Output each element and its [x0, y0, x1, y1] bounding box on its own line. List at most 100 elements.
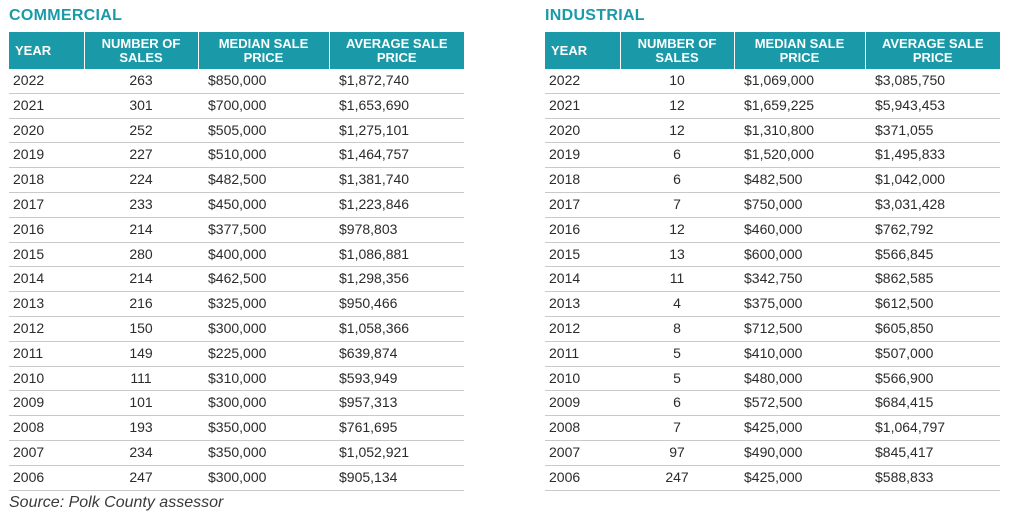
table-row: 2015 280 $400,000 $1,086,881: [9, 242, 464, 268]
year-cell: 2008: [9, 415, 84, 441]
median-sale-price-cell: $425,000: [734, 415, 865, 441]
year-cell: 2020: [545, 118, 620, 144]
median-sale-price-cell: $750,000: [734, 192, 865, 218]
average-sale-price-cell: $566,900: [865, 366, 1000, 392]
industrial-section: INDUSTRIAL YEAR NUMBER OF SALES MEDIAN S…: [545, 6, 1000, 491]
year-cell: 2022: [545, 69, 620, 94]
median-sale-price-cell: $325,000: [198, 291, 329, 317]
table-row: 2017 7 $750,000 $3,031,428: [545, 192, 1000, 218]
median-sale-price-cell: $850,000: [198, 69, 329, 94]
number-of-sales-cell: 6: [620, 167, 734, 193]
number-of-sales-cell: 6: [620, 390, 734, 417]
table-row: 2019 6 $1,520,000 $1,495,833: [545, 142, 1000, 169]
table-row: 2012 8 $712,500 $605,850: [545, 316, 1000, 342]
table-row: 2016 12 $460,000 $762,792: [545, 217, 1000, 243]
year-cell: 2013: [545, 291, 620, 317]
number-of-sales-cell: 247: [620, 465, 734, 491]
year-cell: 2006: [545, 465, 620, 491]
industrial-title: INDUSTRIAL: [545, 7, 645, 24]
year-cell: 2008: [545, 415, 620, 441]
table-row: 2011 149 $225,000 $639,874: [9, 341, 464, 367]
average-sale-price-cell: $1,653,690: [329, 93, 464, 119]
year-cell: 2014: [545, 266, 620, 293]
year-cell: 2017: [545, 192, 620, 218]
median-sale-price-cell: $490,000: [734, 440, 865, 466]
average-sale-price-cell: $761,695: [329, 415, 464, 441]
table-row: 2012 150 $300,000 $1,058,366: [9, 316, 464, 342]
average-sale-price-cell: $1,052,921: [329, 440, 464, 466]
average-sale-price-cell: $1,298,356: [329, 266, 464, 293]
number-of-sales-cell: 4: [620, 291, 734, 317]
year-cell: 2019: [545, 142, 620, 169]
median-sale-price-cell: $482,500: [734, 167, 865, 193]
year-cell: 2015: [9, 242, 84, 268]
number-of-sales-cell: 10: [620, 69, 734, 94]
average-sale-price-cell: $950,466: [329, 291, 464, 317]
table-row: 2022 263 $850,000 $1,872,740: [9, 69, 464, 94]
table-row: 2021 301 $700,000 $1,653,690: [9, 93, 464, 119]
table-row: 2007 97 $490,000 $845,417: [545, 440, 1000, 466]
average-sale-price-cell: $1,223,846: [329, 192, 464, 218]
average-sale-price-cell: $588,833: [865, 465, 1000, 491]
year-cell: 2017: [9, 192, 84, 218]
median-sale-price-cell: $300,000: [198, 316, 329, 342]
average-sale-price-cell: $639,874: [329, 341, 464, 367]
median-sale-price-cell: $425,000: [734, 465, 865, 491]
average-sale-price-cell: $1,042,000: [865, 167, 1000, 193]
average-sale-price-cell: $1,872,740: [329, 69, 464, 94]
average-sale-price-cell: $5,943,453: [865, 93, 1000, 119]
year-cell: 2007: [9, 440, 84, 466]
number-of-sales-cell: 252: [84, 118, 198, 144]
year-cell: 2010: [9, 366, 84, 392]
year-cell: 2006: [9, 465, 84, 491]
table-row: 2021 12 $1,659,225 $5,943,453: [545, 93, 1000, 119]
year-cell: 2012: [545, 316, 620, 342]
average-sale-price-cell: $957,313: [329, 390, 464, 417]
table-row: 2020 12 $1,310,800 $371,055: [545, 118, 1000, 144]
average-sale-price-cell: $371,055: [865, 118, 1000, 144]
number-of-sales-cell: 97: [620, 440, 734, 466]
average-sale-price-cell: $1,058,366: [329, 316, 464, 342]
average-sale-price-cell: $978,803: [329, 217, 464, 243]
median-sale-price-cell: $400,000: [198, 242, 329, 268]
median-sale-price-cell: $377,500: [198, 217, 329, 243]
header-average-sale-price: AVERAGE SALE PRICE: [328, 32, 464, 69]
header-number-of-sales: NUMBER OF SALES: [619, 32, 734, 69]
year-cell: 2019: [9, 142, 84, 169]
number-of-sales-cell: 224: [84, 167, 198, 193]
year-cell: 2013: [9, 291, 84, 317]
number-of-sales-cell: 7: [620, 415, 734, 441]
median-sale-price-cell: $460,000: [734, 217, 865, 243]
average-sale-price-cell: $684,415: [865, 390, 1000, 417]
table-row: 2018 6 $482,500 $1,042,000: [545, 167, 1000, 193]
number-of-sales-cell: 101: [84, 390, 198, 417]
median-sale-price-cell: $1,520,000: [734, 142, 865, 169]
year-cell: 2018: [545, 167, 620, 193]
table-row: 2006 247 $425,000 $588,833: [545, 465, 1000, 491]
average-sale-price-cell: $605,850: [865, 316, 1000, 342]
table-row: 2015 13 $600,000 $566,845: [545, 242, 1000, 268]
year-cell: 2021: [545, 93, 620, 119]
number-of-sales-cell: 12: [620, 93, 734, 119]
median-sale-price-cell: $600,000: [734, 242, 865, 268]
average-sale-price-cell: $3,031,428: [865, 192, 1000, 218]
table-row: 2017 233 $450,000 $1,223,846: [9, 192, 464, 218]
number-of-sales-cell: 8: [620, 316, 734, 342]
average-sale-price-cell: $566,845: [865, 242, 1000, 268]
commercial-table-body: 2022 263 $850,000 $1,872,740 2021 301 $700,000…: [9, 69, 464, 491]
year-cell: 2011: [545, 341, 620, 367]
year-cell: 2007: [545, 440, 620, 466]
table-row: 2009 101 $300,000 $957,313: [9, 390, 464, 417]
year-cell: 2009: [545, 390, 620, 417]
table-row: 2007 234 $350,000 $1,052,921: [9, 440, 464, 466]
median-sale-price-cell: $350,000: [198, 415, 329, 441]
header-average-sale-price: AVERAGE SALE PRICE: [864, 32, 1000, 69]
average-sale-price-cell: $905,134: [329, 465, 464, 491]
header-year: YEAR: [9, 32, 84, 69]
number-of-sales-cell: 150: [84, 316, 198, 342]
average-sale-price-cell: $507,000: [865, 341, 1000, 367]
table-row: 2009 6 $572,500 $684,415: [545, 390, 1000, 417]
number-of-sales-cell: 301: [84, 93, 198, 119]
source-note: Source: Polk County assessor: [9, 494, 224, 511]
number-of-sales-cell: 111: [84, 366, 198, 392]
